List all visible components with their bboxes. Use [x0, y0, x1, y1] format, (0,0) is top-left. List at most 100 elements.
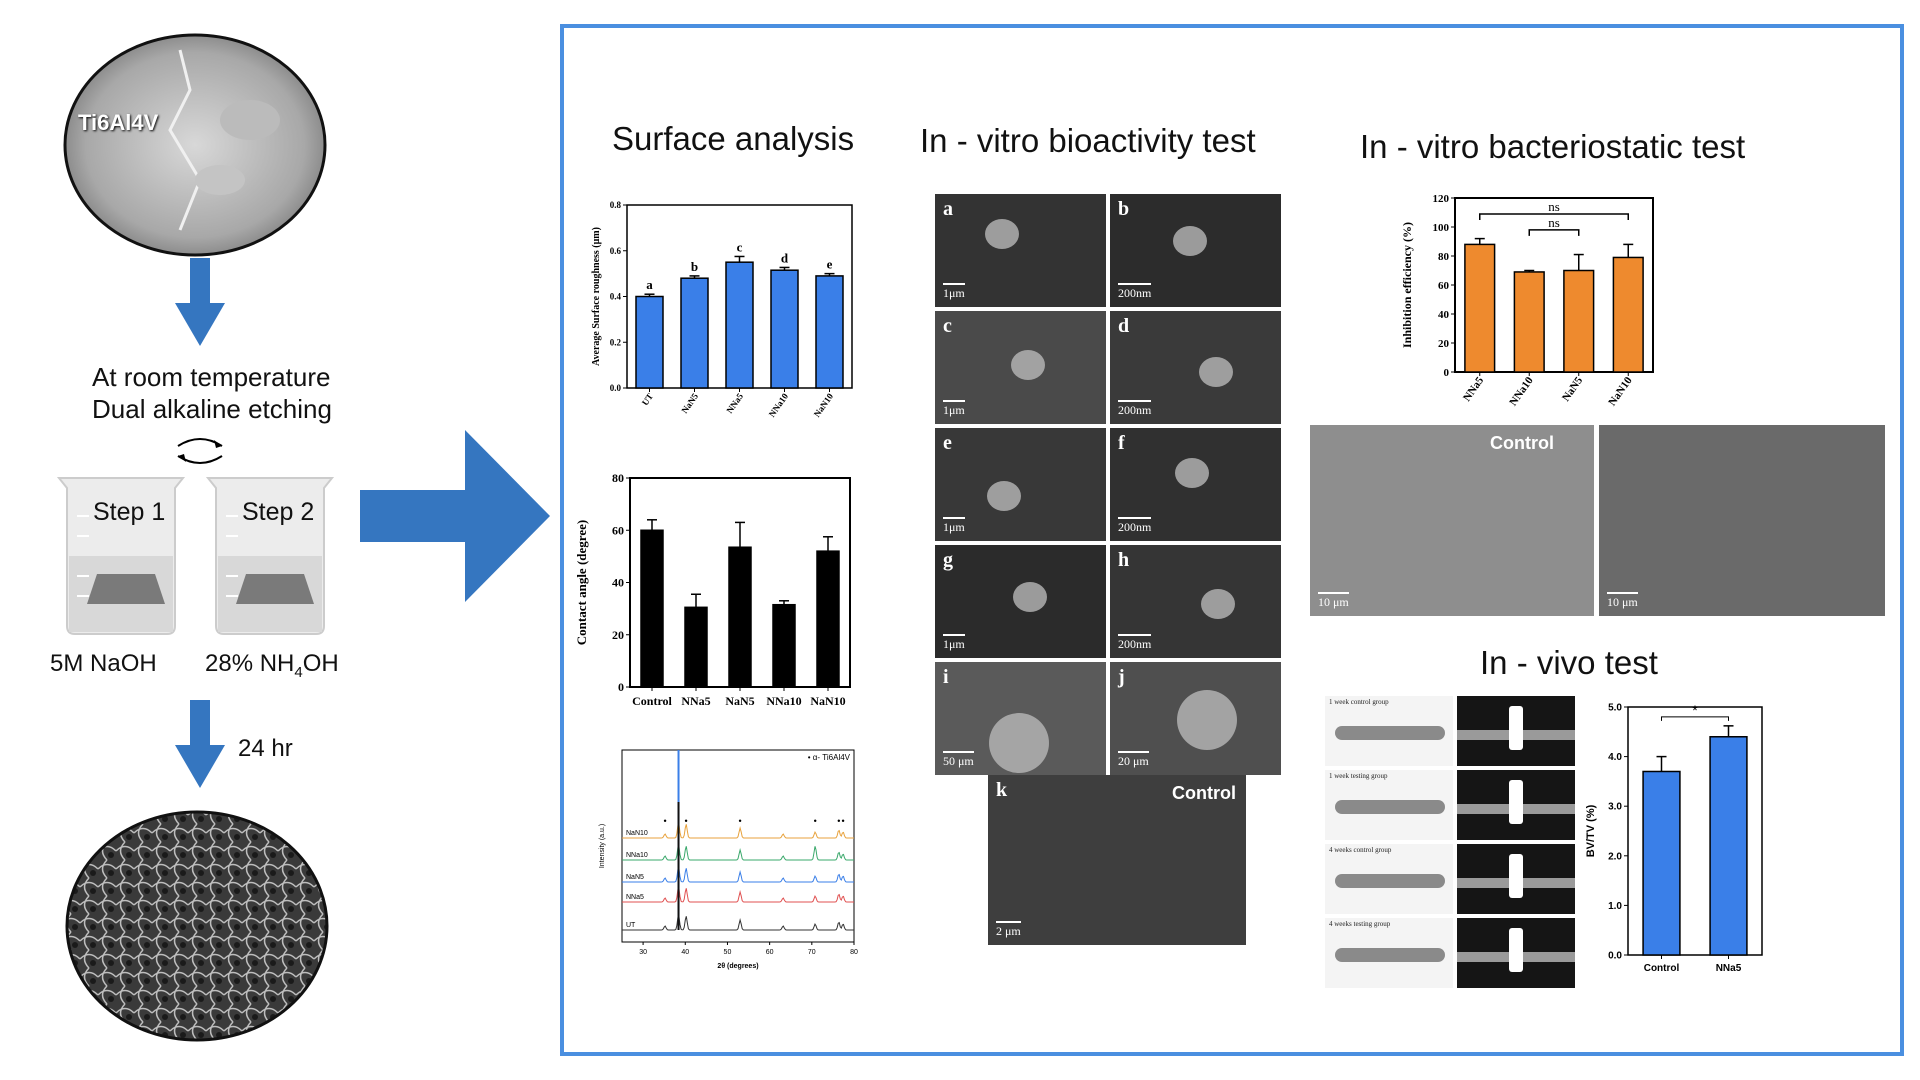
bact-scale-right: 10 μm [1607, 592, 1638, 610]
bar [770, 269, 799, 389]
series-label: NNa10 [626, 852, 648, 859]
y-axis-label: Inhibition efficiency (%) [1400, 222, 1414, 348]
bar [1464, 243, 1496, 373]
sem-panel-g: g 1μm [935, 545, 1106, 658]
sem-feature [987, 481, 1021, 511]
bacteriostatic-title: In - vitro bacteriostatic test [1360, 128, 1746, 165]
y-tick-label: 0.0 [1608, 951, 1622, 962]
implant-shape [1509, 706, 1523, 750]
bar [815, 275, 844, 389]
ti6al4v-sem-image [63, 33, 327, 257]
sem-panel-d: d 200nm [1110, 311, 1281, 424]
y-tick-label: 20 [1438, 338, 1450, 350]
y-tick-label: 1.0 [1608, 901, 1622, 912]
peak-marker: • [739, 816, 742, 826]
invivo-group-label: 1 week testing group [1329, 772, 1388, 780]
sem-feature [985, 219, 1019, 249]
y-axis-label: Average Surface roughness (μm) [591, 227, 602, 366]
sem-scale: 20 μm [1118, 751, 1149, 769]
series-line [622, 886, 854, 903]
x-tick-label: NaN10 [812, 391, 836, 419]
xrd-chart: 30 40 50 60 70 80 2θ (degrees) Intensity (a.u.)… [599, 749, 858, 970]
bone-xray-image: 1 week testing group [1325, 770, 1453, 840]
down-arrow-icon [175, 258, 225, 346]
series-line [622, 866, 854, 883]
invivo-grid: 1 week control group 1 week testing group… [1325, 696, 1575, 988]
x-tick-label: NaN5 [725, 694, 754, 708]
bar-annotation: d [781, 250, 789, 265]
process-line-1: At room temperature [92, 362, 331, 392]
y-axis-label: Intensity (a.u.) [599, 824, 606, 868]
y-tick-label: 0.4 [610, 292, 622, 302]
bar [728, 546, 752, 688]
bioactivity-title: In - vitro bioactivity test [920, 122, 1256, 159]
sem-panel-b: b 200nm [1110, 194, 1281, 307]
bar [640, 529, 664, 688]
bone-shape [1335, 874, 1445, 888]
x-tick-label: 70 [808, 949, 816, 956]
etched-surface-sem-image [65, 810, 329, 1042]
bar [725, 261, 754, 389]
bone-shape [1335, 948, 1445, 962]
y-tick-label: 80 [612, 471, 624, 485]
sem-label: h [1118, 549, 1130, 571]
sem-scale: 50 μm [943, 751, 974, 769]
sem-panel-c: c 1μm [935, 311, 1106, 424]
sem-panel-e: e 1μm [935, 428, 1106, 541]
invivo-group-label: 4 weeks control group [1329, 846, 1392, 854]
sem-label: g [943, 549, 953, 571]
invivo-group-label: 4 weeks testing group [1329, 920, 1391, 928]
results-panel [560, 24, 1904, 1056]
process-line-2: Dual alkaline etching [92, 394, 332, 424]
y-tick-label: 0.0 [610, 383, 622, 393]
x-tick-label: NaN10 [1606, 374, 1635, 408]
micro-ct-image [1457, 918, 1575, 988]
series-label: NaN5 [626, 874, 644, 881]
bar-annotation: b [691, 259, 698, 274]
sem-label: f [1118, 432, 1125, 454]
sem-panel-a: a 1μm [935, 194, 1106, 307]
down-arrow-icon-2 [175, 700, 225, 788]
x-tick-label: NaN10 [810, 694, 845, 708]
sem-label: j [1118, 666, 1125, 688]
reagent-1: 5M NaOH [50, 650, 157, 677]
significance-label: * [1692, 702, 1698, 718]
invivo-title: In - vivo test [1480, 644, 1658, 681]
cycle-arrows-icon [177, 438, 223, 464]
x-axis-label: 2θ (degrees) [717, 963, 758, 970]
sem-panel-i: i 50 μm [935, 662, 1106, 775]
bone-xray-image: 1 week control group [1325, 696, 1453, 766]
right-arrow-icon [360, 430, 550, 602]
y-tick-label: 60 [612, 523, 624, 537]
series-label: NNa5 [626, 894, 644, 901]
sem-panel-k: k Control 2 μm [988, 775, 1246, 945]
sem-scale: 1μm [943, 634, 965, 652]
sem-label-k: k [996, 779, 1008, 801]
sem-label: a [943, 198, 953, 220]
surface-analysis-title: Surface analysis [612, 120, 855, 157]
y-tick-label: 0 [1444, 367, 1450, 379]
reagent-2: 28% NH4OH [205, 650, 339, 681]
plot-frame [621, 749, 855, 943]
x-tick-label: 60 [766, 949, 774, 956]
y-tick-label: 20 [612, 628, 624, 642]
sem-grid: a 1μm b 200nm c 1μm d 200nm e 1μm f 200nm g 1μm h 200nm… [935, 194, 1281, 775]
bact-sem-control: Control 10 μm [1310, 425, 1594, 616]
sem-feature [1011, 350, 1045, 380]
x-tick-label: NNa10 [767, 391, 791, 419]
y-axis-label: Contact angle (degree) [574, 520, 589, 645]
sem-feature [989, 713, 1049, 773]
bar-annotation: e [827, 257, 833, 272]
bar [1709, 736, 1748, 956]
x-tick-label: NNa5 [1461, 374, 1487, 403]
bar [1563, 269, 1595, 373]
sem-feature [1199, 357, 1233, 387]
y-tick-label: 4.0 [1608, 752, 1622, 763]
bact-scale-left: 10 μm [1318, 592, 1349, 610]
y-tick-label: 40 [612, 576, 624, 590]
implant-shape [1509, 854, 1523, 898]
contact-angle-chart: 0 20 40 60 80 Contact angle (degree) Control NN… [574, 471, 851, 708]
x-tick-label: NNa5 [1716, 963, 1742, 974]
peak-marker: • [663, 816, 666, 826]
bar [684, 606, 708, 688]
